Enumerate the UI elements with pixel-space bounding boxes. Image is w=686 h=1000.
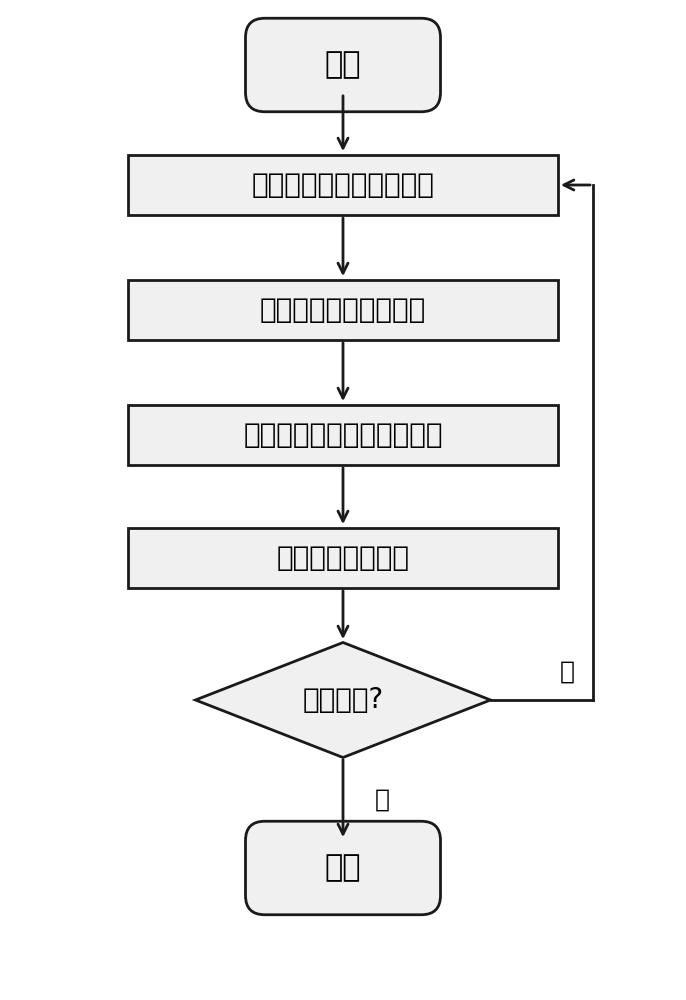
- FancyBboxPatch shape: [246, 821, 440, 915]
- Bar: [128, 528, 558, 588]
- Polygon shape: [196, 643, 490, 758]
- Text: 计算滤波器的截止频率: 计算滤波器的截止频率: [260, 296, 426, 324]
- Text: 获取基波频率和采样时间: 获取基波频率和采样时间: [252, 171, 434, 199]
- Text: 任务结束?: 任务结束?: [303, 686, 383, 714]
- Bar: [128, 280, 558, 340]
- FancyBboxPatch shape: [246, 18, 440, 112]
- Text: 计算分子和分母多项式系数: 计算分子和分母多项式系数: [244, 421, 442, 449]
- Text: 开始: 开始: [324, 50, 362, 80]
- Bar: [128, 405, 558, 465]
- Text: 更新滤波器的输出: 更新滤波器的输出: [276, 544, 410, 572]
- Text: 否: 否: [560, 660, 575, 684]
- Bar: [128, 155, 558, 215]
- Text: 是: 是: [375, 788, 390, 812]
- Text: 结束: 结束: [324, 854, 362, 882]
